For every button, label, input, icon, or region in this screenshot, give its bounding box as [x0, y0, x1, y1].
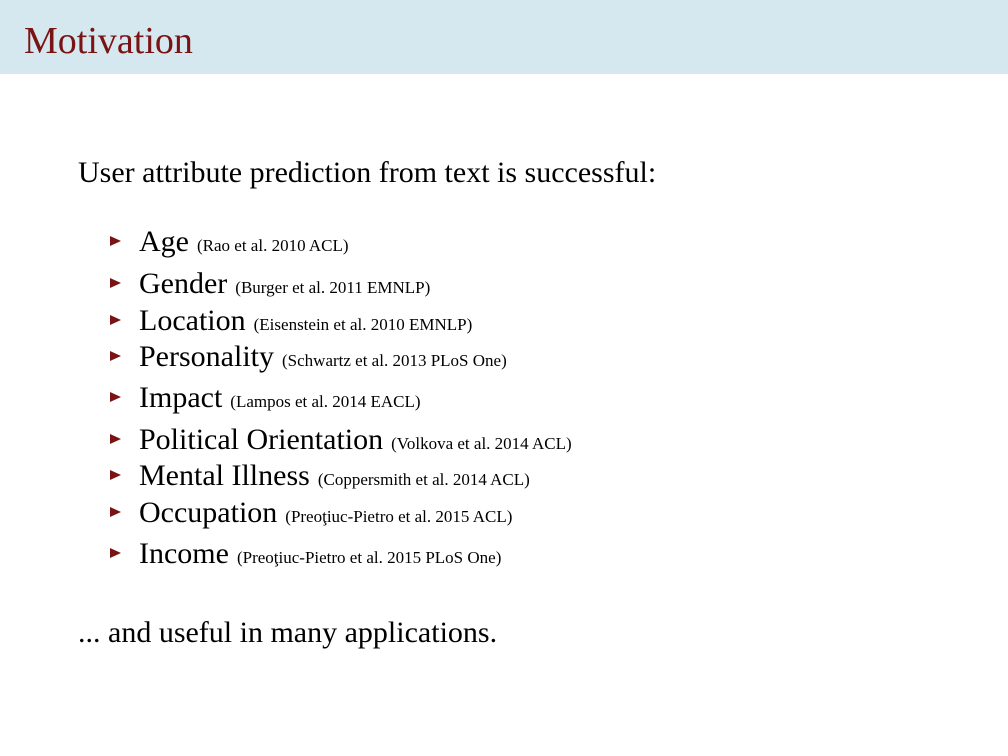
citation: (Volkova et al. 2014 ACL): [391, 434, 572, 453]
citation: (Lampos et al. 2014 EACL): [230, 392, 421, 411]
lead-text: User attribute prediction from text is s…: [78, 156, 657, 189]
bullet-triangle-icon: [110, 548, 121, 558]
citation: (Preoţiuc-Pietro et al. 2015 PLoS One): [236, 548, 502, 567]
bullet-triangle-icon: [110, 392, 121, 402]
attribute-term: Personality (Schwartz et al. 2013 PLoS On…: [139, 340, 507, 373]
citation: (Eisenstein et al. 2010 EMNLP): [253, 315, 473, 334]
attribute-term: Occupation (Preoţiuc-Pietro et al. 2015 A…: [139, 496, 513, 529]
bullet-triangle-icon: [110, 434, 121, 444]
attribute-term: Mental Illness (Coppersmith et al. 2014 A…: [139, 459, 530, 492]
attribute-term: Political Orientation (Volkova et al. 201…: [139, 423, 572, 456]
closing-text: ... and useful in many applications.: [78, 616, 498, 649]
attribute-term: Income (Preoţiuc-Pietro et al. 2015 PLoS …: [139, 537, 502, 570]
bullet-triangle-icon: [110, 278, 121, 288]
attribute-term: Location (Eisenstein et al. 2010 EMNLP): [139, 304, 473, 337]
bullet-triangle-icon: [110, 236, 121, 246]
attribute-term: Gender (Burger et al. 2011 EMNLP): [139, 267, 431, 300]
bullet-triangle-icon: [110, 507, 121, 517]
bullet-triangle-icon: [110, 315, 121, 325]
citation: (Burger et al. 2011 EMNLP): [235, 278, 431, 297]
header-band: [0, 0, 1008, 74]
citation: (Preoţiuc-Pietro et al. 2015 ACL): [285, 507, 513, 526]
citation: (Coppersmith et al. 2014 ACL): [317, 470, 530, 489]
citation: (Rao et al. 2010 ACL): [196, 236, 349, 255]
citation: (Schwartz et al. 2013 PLoS One): [282, 351, 507, 370]
slide-title: Motivation: [24, 20, 193, 62]
bullet-triangle-icon: [110, 470, 121, 480]
attribute-term: Age (Rao et al. 2010 ACL): [139, 225, 349, 258]
bullet-triangle-icon: [110, 351, 121, 361]
attribute-term: Impact (Lampos et al. 2014 EACL): [139, 381, 421, 414]
